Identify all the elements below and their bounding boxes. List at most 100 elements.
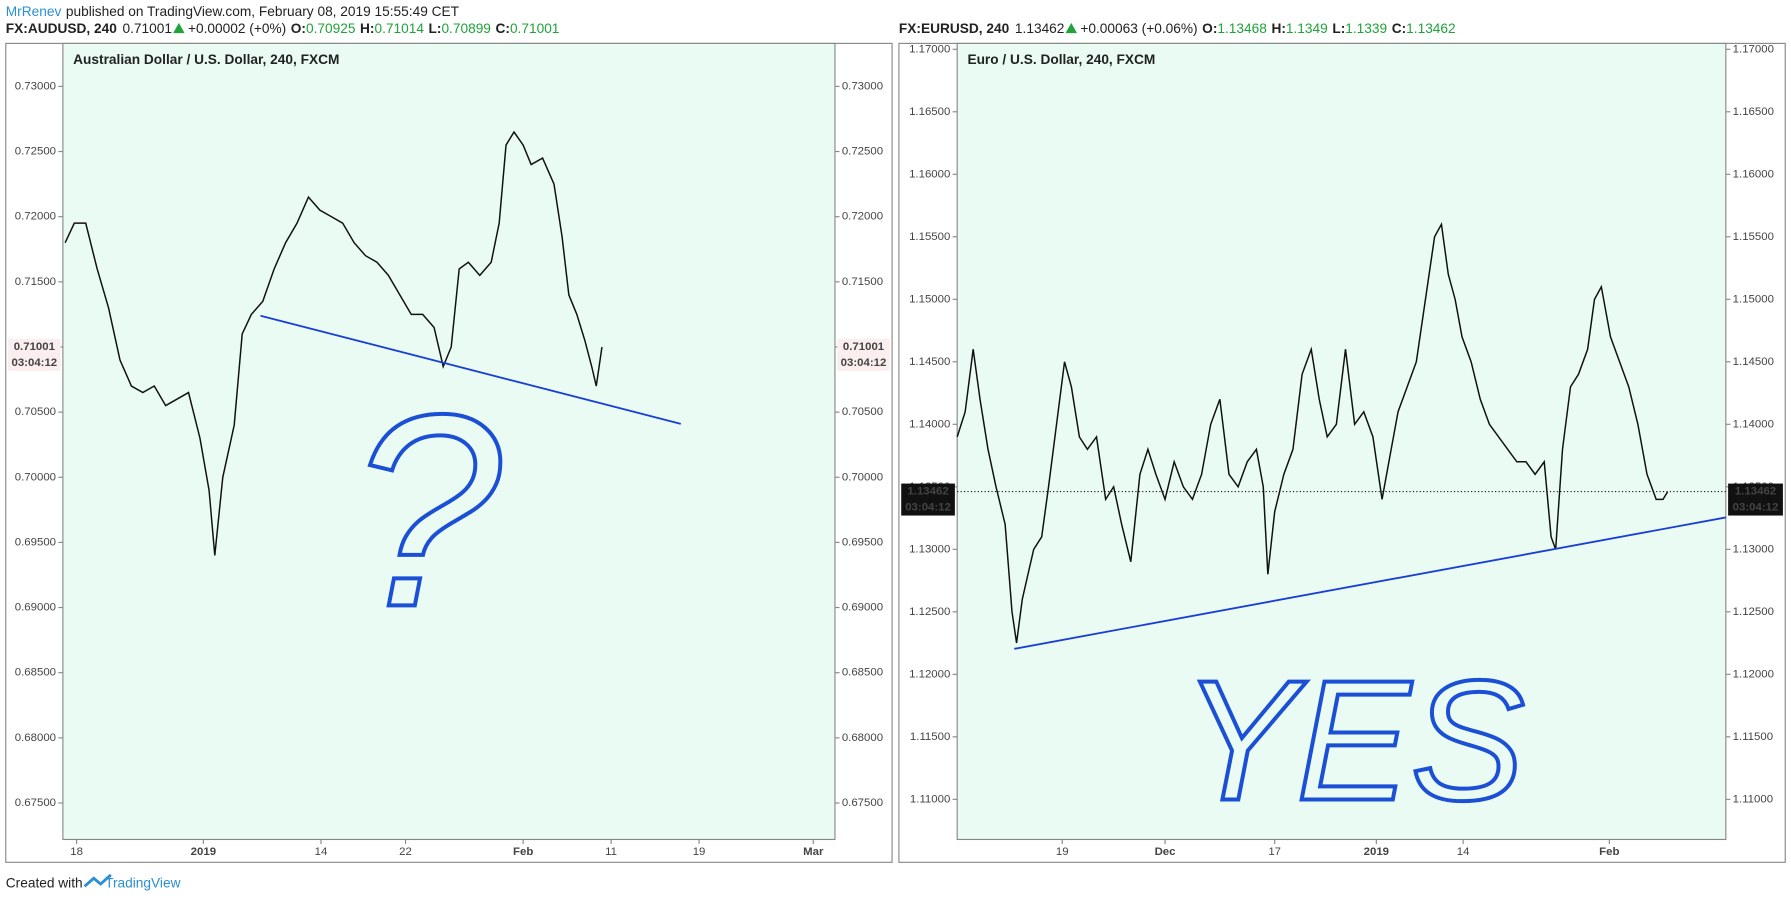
last-price-label: 0.71001 <box>14 341 56 353</box>
published: published on TradingView.com, February 0… <box>66 4 460 19</box>
y-tick-label: 1.17000 <box>1733 43 1774 55</box>
chart-title: Australian Dollar / U.S. Dollar, 240, FX… <box>73 52 339 67</box>
y-tick-label: 0.67500 <box>842 797 883 809</box>
plot-area <box>62 42 836 841</box>
y-tick-label: 1.17000 <box>909 43 950 55</box>
countdown: 03:04:12 <box>841 357 887 369</box>
ohlc-value: 1.1349 <box>1286 21 1328 36</box>
x-tick-label: 2019 <box>191 846 216 858</box>
x-tick-label: 2019 <box>1364 846 1389 858</box>
y-tick-label: 0.72500 <box>15 146 56 158</box>
y-tick-label: 1.12000 <box>1733 668 1774 680</box>
y-tick-label: 1.14500 <box>1733 356 1774 368</box>
ohlc-label: O: <box>1202 21 1217 36</box>
y-tick-label: 0.70000 <box>842 471 883 483</box>
x-tick-label: 18 <box>70 846 83 858</box>
created-with: Created with <box>6 875 83 890</box>
y-tick-label: 0.69500 <box>15 536 56 548</box>
y-tick-label: 1.12000 <box>909 668 950 680</box>
chart-title: Euro / U.S. Dollar, 240, FXCM <box>967 52 1155 67</box>
publish-line: MrRenev published on TradingView.com, Feb… <box>6 4 460 19</box>
y-tick-label: 1.14500 <box>909 356 950 368</box>
last-price-box <box>1728 483 1783 516</box>
x-tick-label: Mar <box>803 846 824 858</box>
y-tick-label: 1.15500 <box>909 231 950 243</box>
ohlc-value: 0.71014 <box>374 21 424 36</box>
y-tick-label: 0.70000 <box>15 471 56 483</box>
y-tick-label: 1.11000 <box>910 793 950 805</box>
ohlc-value: 1.13462 <box>1406 21 1455 36</box>
y-tick-label: 1.14000 <box>1733 418 1774 430</box>
y-tick-label: 0.70500 <box>842 406 883 418</box>
y-tick-label: 0.67500 <box>15 797 56 809</box>
x-tick-label: 22 <box>399 846 412 858</box>
footer-logo <box>83 873 112 888</box>
last-price-label: 1.13462 <box>907 486 948 498</box>
y-tick-label: 1.11000 <box>1733 793 1773 805</box>
author: MrRenev <box>6 4 62 19</box>
y-tick-label: 0.72000 <box>15 211 56 223</box>
y-tick-label: 0.68500 <box>842 667 883 679</box>
change: +0.00063 (+0.06%) <box>1080 21 1197 36</box>
ohlc-label: O: <box>291 21 306 36</box>
symbol-header: FX:EURUSD, 240 1.13462 <box>899 21 1064 36</box>
y-tick-label: 1.15500 <box>1733 231 1774 243</box>
ohlc-label: C: <box>1392 21 1406 36</box>
x-tick-label: Feb <box>1599 846 1619 858</box>
y-tick-label: 1.11500 <box>1733 731 1773 743</box>
plot-area <box>956 42 1727 841</box>
ohlc-value: 0.70925 <box>306 21 356 36</box>
y-tick-label: 1.12500 <box>909 606 950 618</box>
x-tick-label: 17 <box>1268 846 1281 858</box>
y-tick-label: 1.12500 <box>1733 606 1774 618</box>
countdown: 03:04:12 <box>11 357 57 369</box>
ohlc-label: L: <box>429 21 442 36</box>
y-tick-label: 0.72000 <box>842 211 883 223</box>
ohlc-label: H: <box>1271 21 1285 36</box>
countdown: 03:04:12 <box>1733 502 1779 514</box>
y-tick-label: 1.13000 <box>1733 543 1774 555</box>
y-tick-label: 0.69000 <box>15 602 56 614</box>
y-tick-label: 0.71500 <box>15 276 56 288</box>
handwritten-annotation: ? <box>349 358 503 664</box>
y-tick-label: 1.14000 <box>909 418 950 430</box>
last-price-label: 1.13462 <box>1735 486 1776 498</box>
change-header: +0.00002 (+0%) O:0.70925 H:0.71014 L:0.7089… <box>188 21 559 36</box>
ohlc-value: 0.70899 <box>441 21 490 36</box>
y-tick-label: 0.68000 <box>842 732 883 744</box>
change-header: +0.00063 (+0.06%) O:1.13468 H:1.1349 L: 1.13… <box>1080 21 1455 36</box>
last-price-label: 0.71001 <box>843 341 885 353</box>
y-tick-label: 1.13000 <box>909 543 950 555</box>
change: +0.00002 (+0%) <box>188 21 286 36</box>
countdown: 03:04:12 <box>905 502 951 514</box>
trendline <box>1014 516 1726 650</box>
ohlc-value: 1.13468 <box>1217 21 1267 36</box>
y-tick-label: 0.73000 <box>15 80 56 92</box>
ohlc-label: L: <box>1332 21 1345 36</box>
last-price: 1.13462 <box>1015 21 1064 36</box>
up-arrow <box>1065 22 1077 34</box>
last-price-box <box>837 338 890 371</box>
ohlc-value: 0.71001 <box>510 21 559 36</box>
price-line <box>956 221 1669 644</box>
y-tick-label: 0.70500 <box>15 406 56 418</box>
x-tick-label: 19 <box>693 846 706 858</box>
symbol-header: FX:AUDUSD, 240 0.71001 <box>6 21 172 36</box>
last-price: 0.71001 <box>123 21 172 36</box>
symbol: FX:EURUSD, 240 <box>899 21 1010 36</box>
trendline <box>260 314 682 425</box>
symbol: FX:AUDUSD, 240 <box>6 21 117 36</box>
y-tick-label: 0.68500 <box>15 667 56 679</box>
y-tick-label: 0.72500 <box>842 146 883 158</box>
x-tick-label: 19 <box>1056 846 1069 858</box>
x-tick-label: Feb <box>513 846 533 858</box>
y-tick-label: 1.16000 <box>909 168 950 180</box>
y-tick-label: 1.15000 <box>1733 293 1774 305</box>
y-tick-label: 0.69500 <box>842 536 883 548</box>
y-tick-label: 1.16000 <box>1733 168 1774 180</box>
x-tick-label: 11 <box>605 846 617 858</box>
handwritten-annotation: YES <box>1182 645 1525 836</box>
last-price-box <box>8 338 61 371</box>
